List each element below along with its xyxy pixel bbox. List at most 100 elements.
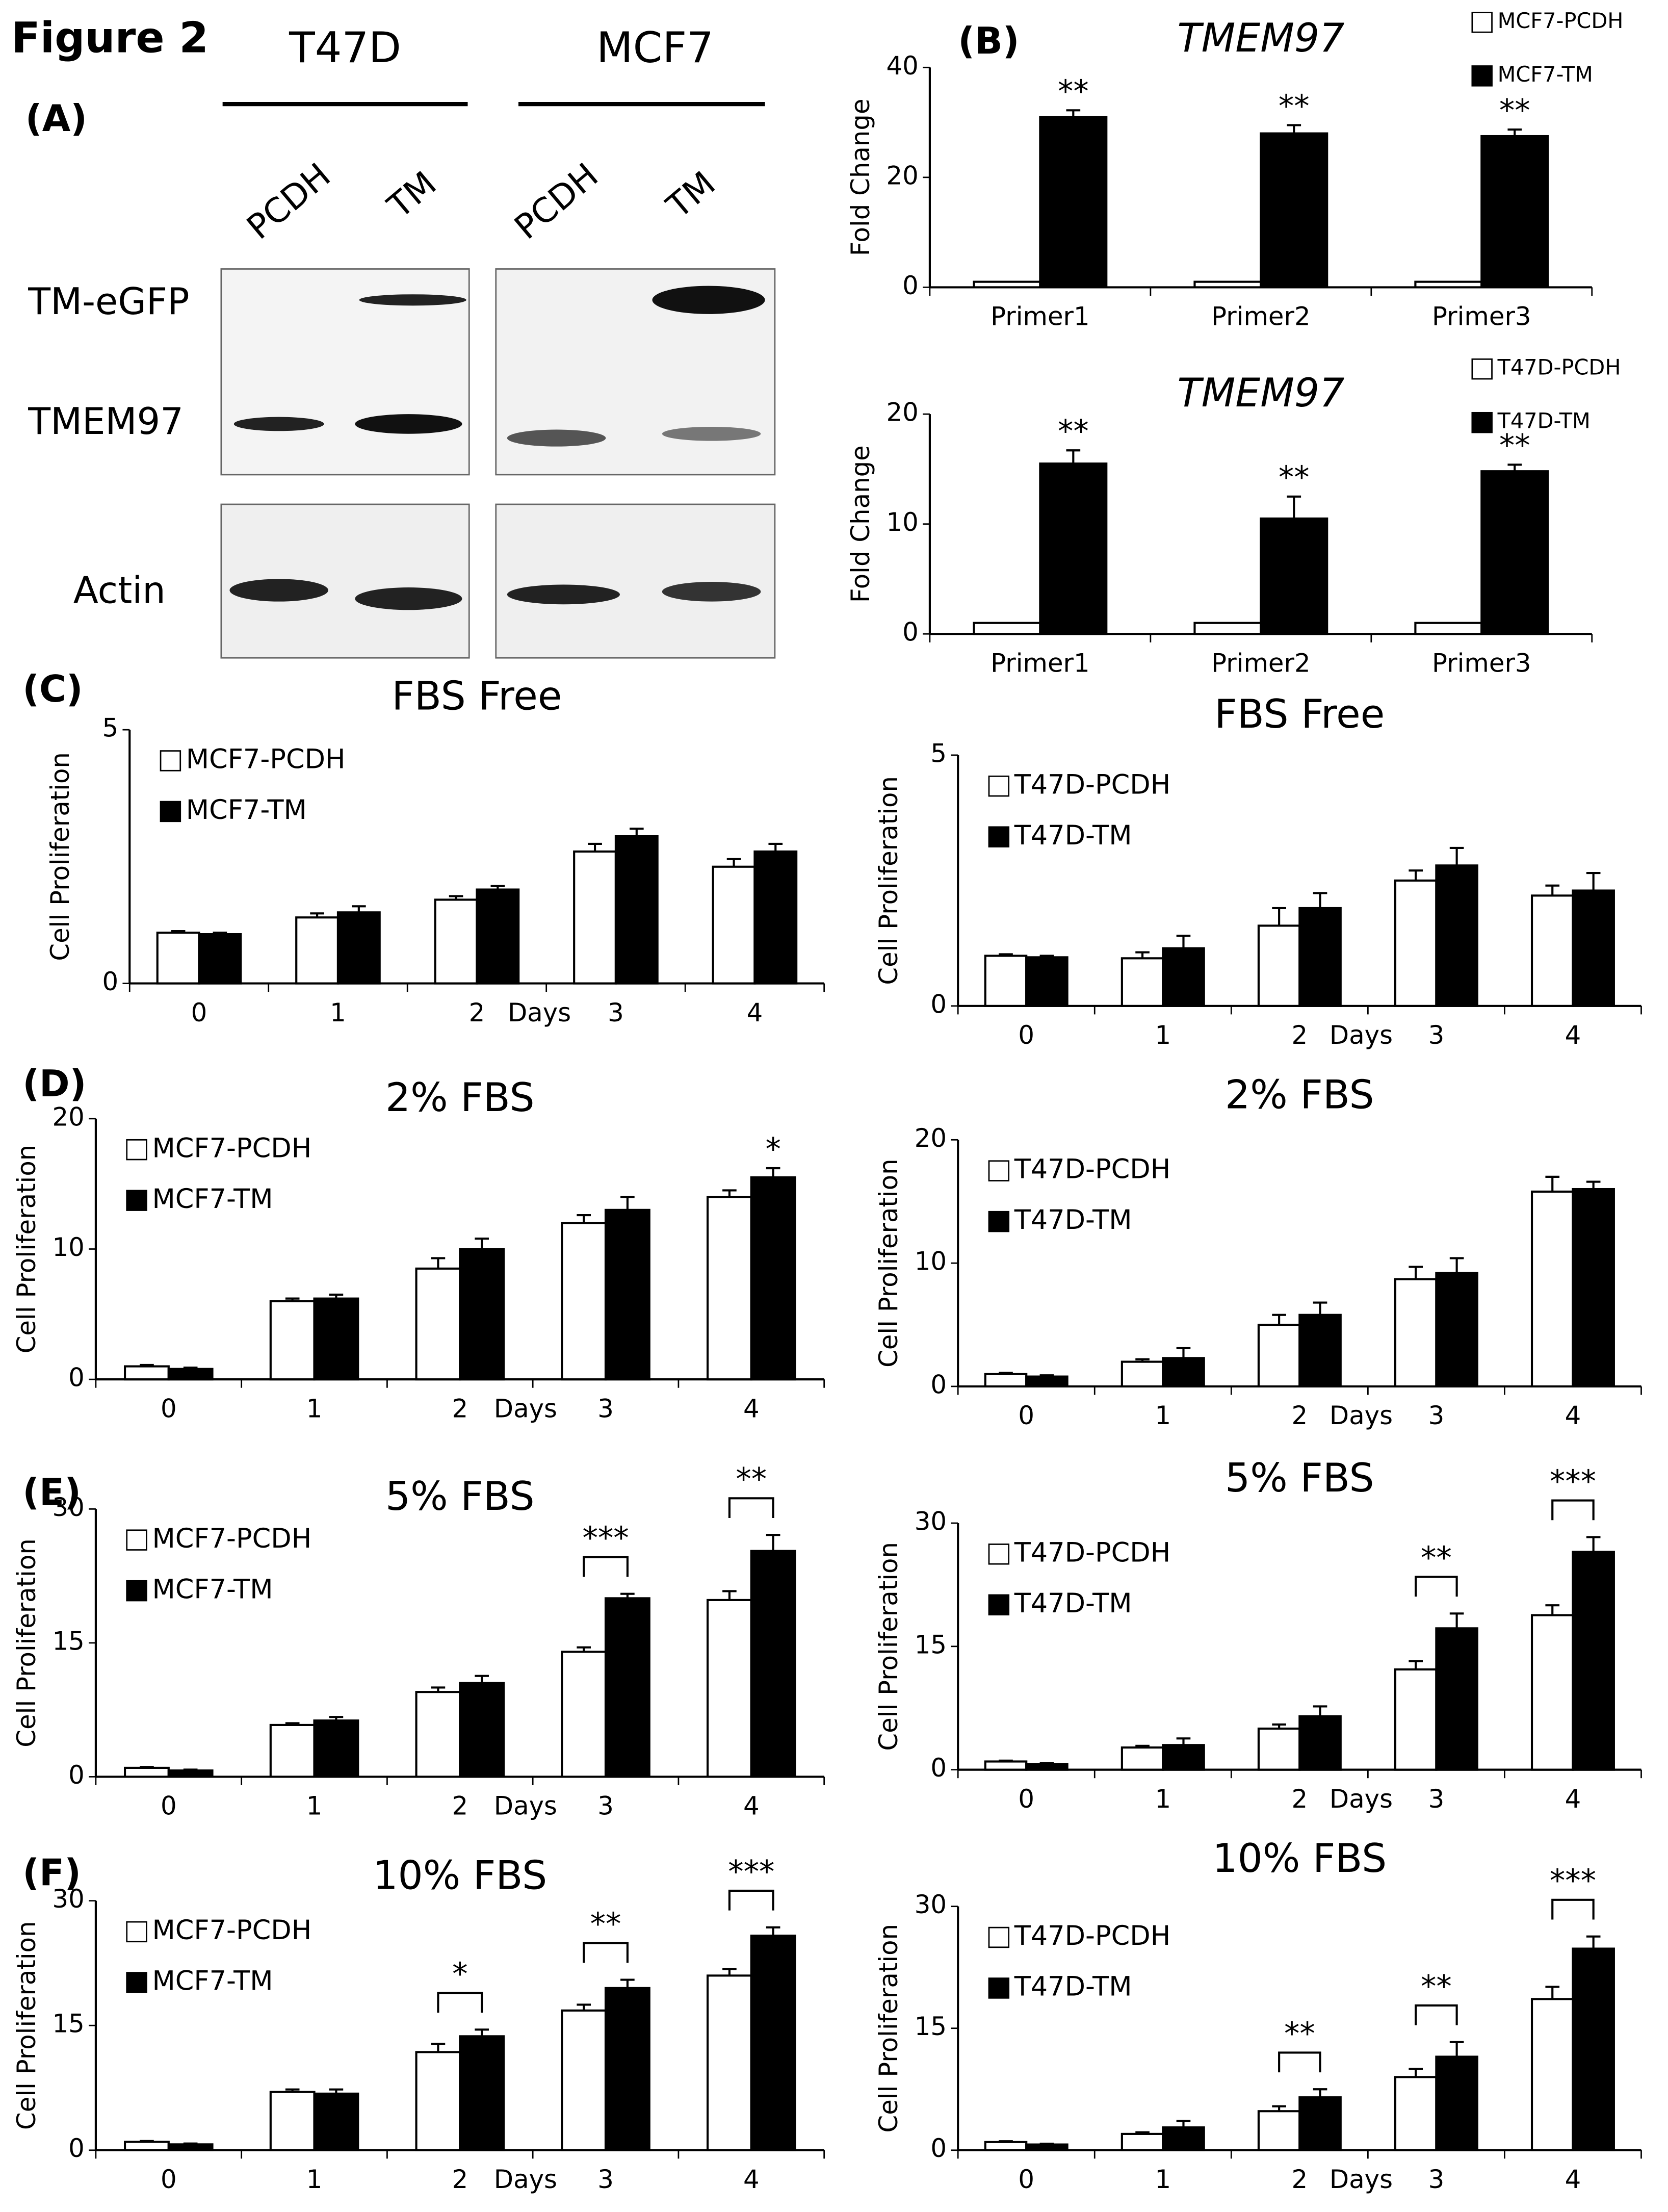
chart-title: 5% FBS [385, 1474, 535, 1520]
error-bar [285, 1297, 300, 1301]
bar [1025, 2143, 1068, 2151]
x-tick-label: Primer1 [991, 302, 1090, 331]
error-bar [1409, 1660, 1423, 1669]
y-axis-label: Cell Proliferation [874, 1159, 903, 1368]
panel-label: (F) [22, 1851, 81, 1894]
x-tick-label: 4 [1565, 1401, 1581, 1430]
error-bar [1313, 1301, 1327, 1315]
x-tick-label: 3 [1428, 1401, 1445, 1430]
y-tick-label: 20 [915, 1123, 947, 1153]
bar [750, 1935, 796, 2151]
bar [984, 955, 1028, 1007]
significance-label: ** [590, 1907, 621, 1942]
chart-title: 2% FBS [1225, 1072, 1374, 1118]
x-tick-label: 3 [597, 1394, 614, 1423]
bar [1025, 1763, 1068, 1771]
bar [156, 932, 200, 985]
legend-swatch [126, 1972, 147, 1993]
bar [1162, 2126, 1205, 2151]
y-tick-label: 10 [915, 1247, 947, 1276]
y-tick-label: 0 [902, 271, 919, 300]
error-bar [999, 1759, 1013, 1762]
bar [1025, 1375, 1068, 1388]
bar [167, 2143, 214, 2151]
cell-line-label: T47D [289, 23, 401, 72]
chart-title: 2% FBS [385, 1075, 535, 1121]
bar [984, 1373, 1028, 1388]
error-bar [1507, 464, 1522, 472]
error-bar [329, 1293, 344, 1299]
error-bar [431, 2042, 446, 2052]
error-bar [1176, 2120, 1191, 2128]
x-tick-label: 2 [1292, 1020, 1308, 1050]
chart: 5% FBS 0 15 30 Cell Proliferation 0 1 2 3 4 Days T4… [874, 1455, 1642, 1814]
x-tick-label: Primer3 [1432, 649, 1531, 678]
error-bar [1272, 1314, 1286, 1325]
bar [750, 1176, 796, 1381]
chart: FBS Free 0 5 Cell Proliferation 0 1 2 3 4 Days MCF… [45, 673, 825, 1027]
x-tick-label: 3 [1428, 2165, 1445, 2194]
error-bar [1272, 907, 1286, 926]
error-bar [140, 1364, 154, 1367]
y-axis-label: Cell Proliferation [45, 752, 75, 961]
bar [604, 1597, 650, 1778]
blot-band [662, 426, 761, 441]
bar [1414, 280, 1483, 289]
y-tick-label: 20 [887, 398, 919, 427]
bar [1435, 2055, 1478, 2151]
significance-bracket [1551, 1499, 1595, 1521]
bar [706, 1974, 752, 2151]
bar [614, 835, 659, 985]
bar [1394, 2076, 1438, 2151]
chart-title: 10% FBS [1212, 1836, 1387, 1882]
legend-label: T47D-PCDH [1014, 1154, 1170, 1185]
significance-label: ** [1058, 74, 1089, 110]
x-tick-label: 0 [161, 2165, 177, 2194]
legend-label: T47D-TM [1497, 409, 1591, 433]
chart: 2% FBS 0 10 20 Cell Proliferation 0 1 2 3 4 Days T4… [874, 1072, 1642, 1430]
y-tick-label: 10 [53, 1232, 85, 1262]
bar [753, 850, 798, 985]
bar [1120, 957, 1164, 1007]
error-bar [1586, 1935, 1601, 1949]
bar [1120, 2132, 1164, 2151]
bar [1120, 1746, 1164, 1771]
bar [313, 1719, 359, 1778]
error-bar [999, 1372, 1013, 1374]
x-tick-label: 2 [452, 1394, 468, 1423]
y-tick-label: 20 [887, 161, 919, 190]
y-axis-label: Cell Proliferation [874, 1542, 903, 1751]
bar [712, 865, 756, 985]
legend-label: T47D-PCDH [1014, 1537, 1170, 1568]
bar [1193, 622, 1262, 635]
x-tick-label: 3 [608, 998, 624, 1027]
blot-band [355, 587, 462, 610]
error-bar [431, 1686, 446, 1692]
chart: TMEM97 0 20 40 Fold Change Primer1 Primer2 Prim… [846, 9, 1624, 331]
x-tick-label: 0 [161, 1394, 177, 1423]
bar [1039, 462, 1108, 635]
legend-label: MCF7-PCDH [1498, 9, 1624, 33]
x-tick-label: 1 [306, 1394, 323, 1423]
chart-title: FBS Free [392, 673, 562, 719]
error-bar [577, 1646, 591, 1652]
bar [313, 2092, 359, 2151]
error-bar [183, 1768, 198, 1771]
error-bar [588, 842, 602, 852]
error-bar [722, 1590, 737, 1600]
error-bar [183, 2142, 198, 2145]
error-bar [1409, 1266, 1423, 1279]
error-bar [1287, 495, 1301, 519]
significance-label: ** [1421, 1540, 1452, 1576]
bar [434, 898, 478, 985]
x-tick-label: 3 [1428, 1784, 1445, 1814]
bar [1572, 889, 1615, 1007]
x-tick-label: 2 [1292, 1784, 1308, 1814]
error-bar [1313, 892, 1327, 908]
error-bar [1135, 1358, 1150, 1362]
legend-swatch [988, 1977, 1010, 1999]
bar [269, 2091, 316, 2151]
y-axis-label: Cell Proliferation [12, 1921, 41, 2130]
significance-label: ** [1499, 93, 1530, 129]
error-bar [1409, 869, 1423, 881]
